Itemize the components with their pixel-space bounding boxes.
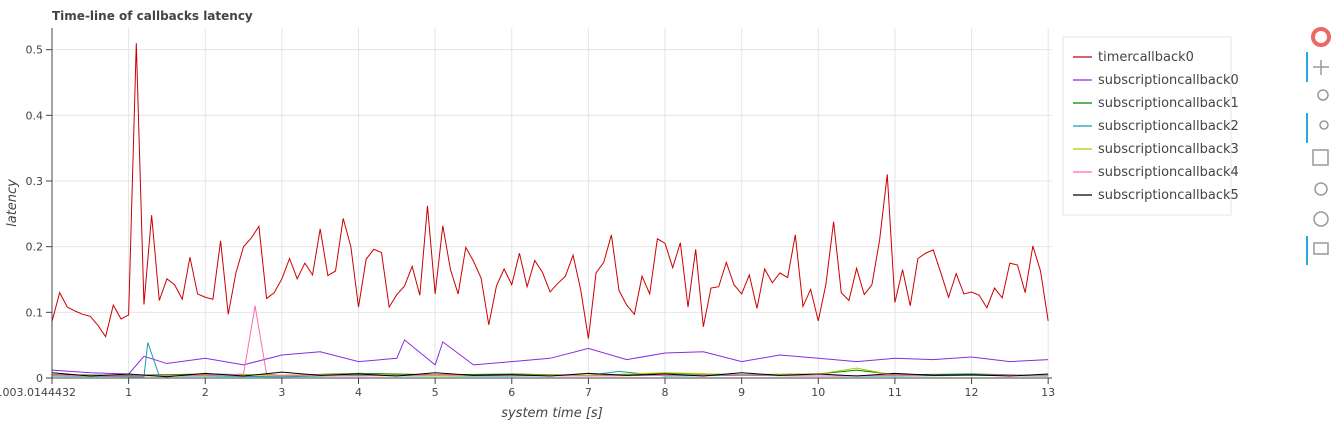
x-tick-label: 4 — [355, 386, 362, 399]
axes: 0+1672121003.01444321234567891011121300.… — [0, 28, 1055, 399]
wheel-zoom-tool[interactable] — [1319, 120, 1329, 130]
y-tick-label: 0.3 — [26, 175, 44, 188]
y-tick-label: 0.2 — [26, 241, 44, 254]
series-line — [51, 305, 1049, 377]
x-tick-label: 10 — [811, 386, 825, 399]
x-tick-label: 5 — [432, 386, 439, 399]
save-tool[interactable] — [1312, 149, 1329, 166]
chart-title: Time-line of callbacks latency — [52, 9, 253, 23]
series-line — [51, 43, 1049, 339]
help-tool[interactable] — [1313, 211, 1329, 227]
zoom-tool[interactable] — [1317, 89, 1329, 101]
grid — [51, 28, 1052, 379]
y-tick-label: 0.4 — [26, 109, 44, 122]
x-tick-label: 9 — [738, 386, 745, 399]
y-axis-label: latency — [5, 179, 20, 227]
x-tick-label: 8 — [662, 386, 669, 399]
y-tick-label: 0.1 — [26, 306, 44, 319]
series-line — [51, 371, 1049, 378]
x-axis-label: system time [s] — [501, 406, 603, 421]
legend-label: subscriptioncallback2 — [1098, 119, 1239, 134]
y-tick-label: 0.5 — [26, 44, 44, 57]
series-line — [51, 342, 1049, 378]
legend-label: subscriptioncallback5 — [1098, 188, 1239, 203]
legend-label: subscriptioncallback3 — [1098, 142, 1239, 157]
x-tick-label: 13 — [1041, 386, 1055, 399]
x-tick-label: 11 — [888, 386, 902, 399]
x-tick-label: 6 — [508, 386, 515, 399]
reset-tool[interactable] — [1314, 182, 1328, 196]
x-tick-label: 1 — [125, 386, 132, 399]
legend-label: subscriptioncallback0 — [1098, 73, 1239, 88]
legend: timercallback0 subscriptioncallback0 subsc… — [1073, 50, 1239, 203]
plot-lines — [51, 43, 1049, 378]
x-tick-label: 3 — [278, 386, 285, 399]
legend-label: subscriptioncallback1 — [1098, 96, 1239, 111]
toolbar — [1306, 27, 1331, 265]
series-line — [51, 339, 1049, 375]
hover-tool[interactable] — [1313, 242, 1329, 255]
x-tick-label: 12 — [965, 386, 979, 399]
y-tick-label: 0 — [36, 372, 43, 385]
legend-label: subscriptioncallback4 — [1098, 165, 1239, 180]
logo — [1311, 27, 1331, 47]
x-tick-label: 7 — [585, 386, 592, 399]
x-tick-label: 0+1672121003.0144432 — [0, 386, 76, 399]
x-tick-label: 2 — [202, 386, 209, 399]
legend-label: timercallback0 — [1098, 50, 1194, 65]
pan-tool[interactable] — [1313, 60, 1329, 75]
